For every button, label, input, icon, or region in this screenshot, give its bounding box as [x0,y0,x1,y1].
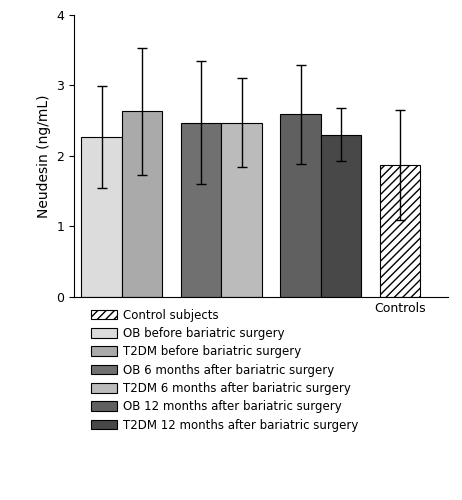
Bar [122,112,163,296]
Bar [321,134,361,296]
Legend: Control subjects, OB before bariatric surgery, T2DM before bariatric surgery, OB: Control subjects, OB before bariatric su… [87,305,362,435]
Y-axis label: Neudesin (ng/mL): Neudesin (ng/mL) [36,94,51,218]
Bar [280,114,321,296]
Bar [221,122,262,296]
Bar [181,122,221,296]
Bar [380,165,420,296]
Bar [81,137,122,296]
